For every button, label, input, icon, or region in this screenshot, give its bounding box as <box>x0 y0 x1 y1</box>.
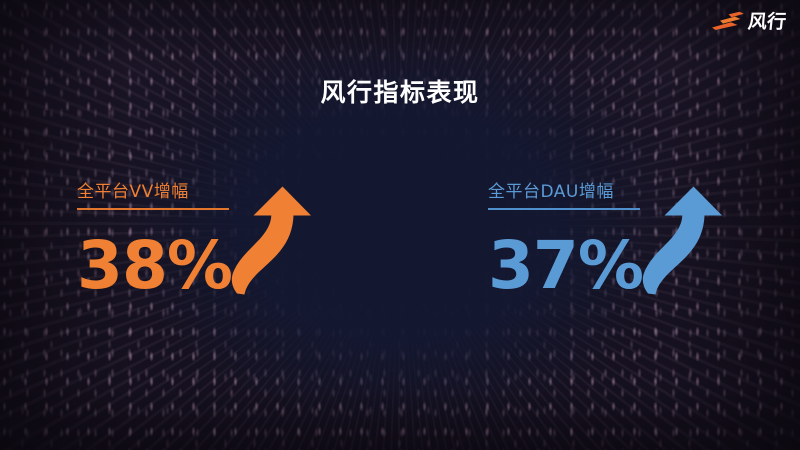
arrow-up-curved-icon <box>642 186 722 295</box>
metric-value-row-dau: 37% <box>488 186 723 304</box>
metric-card-vv: 全平台VV增幅 38% <box>77 182 312 298</box>
arrow-up-curved-icon <box>231 186 311 295</box>
logo-wordmark: 风行 <box>746 10 788 33</box>
metric-value-row-vv: 38% <box>77 186 312 304</box>
page-title: 风行指标表现 <box>320 78 480 107</box>
metrics-row: 全平台VV增幅 38% 全平台DAU增幅 37% <box>0 182 800 298</box>
metric-value-vv: 38% <box>77 226 233 304</box>
metric-underline-dau <box>488 208 640 211</box>
metric-label-dau: 全平台DAU增幅 <box>488 182 614 202</box>
brand-logo: 风行 <box>711 9 788 35</box>
metric-label-vv: 全平台VV增幅 <box>77 182 189 202</box>
metric-value-dau: 37% <box>488 226 644 304</box>
logo-swoosh-icon <box>711 11 744 30</box>
metric-card-dau: 全平台DAU增幅 37% <box>488 182 723 298</box>
metric-underline-vv <box>77 208 230 211</box>
